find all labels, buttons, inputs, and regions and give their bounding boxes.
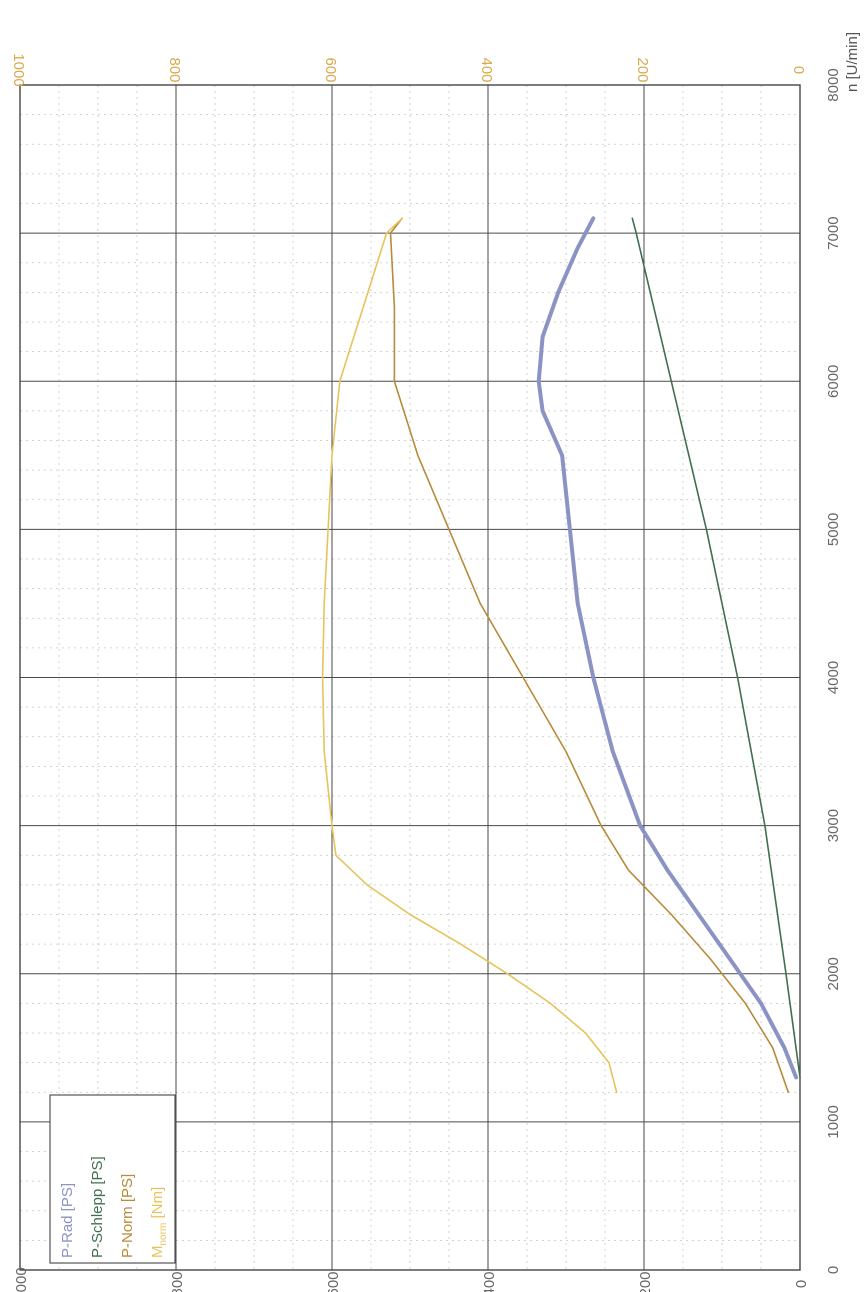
top-tick-label: 1000 xyxy=(10,53,27,86)
y-tick-label: 600 xyxy=(325,1271,342,1292)
top-tick-label: 400 xyxy=(478,57,495,82)
legend-entry-m-norm: Mnorm [Nm] xyxy=(149,1187,169,1258)
x-tick-label: 8000 xyxy=(825,68,842,101)
y-tick-label: 400 xyxy=(481,1271,498,1292)
top-tick-label: 0 xyxy=(790,66,807,74)
minor-grid xyxy=(20,85,800,1270)
series-line-p_schlepp xyxy=(631,217,801,1079)
x-tick-label: 5000 xyxy=(825,513,842,546)
top-tick-label: 800 xyxy=(166,57,183,82)
legend-m-suffix: [Nm] xyxy=(149,1187,166,1223)
y-tick-label: 0 xyxy=(793,1280,810,1288)
legend-box xyxy=(49,1094,176,1264)
legend-m-sub: norm xyxy=(158,1223,169,1246)
x-tick-labels: 0 1000 2000 3000 4000 5000 6000 7000 8000 xyxy=(825,68,842,1274)
y-tick-label: 200 xyxy=(637,1271,654,1292)
top-y-tick-labels: 0 200 400 600 800 1000 xyxy=(10,53,807,86)
series-line-p_rad xyxy=(536,216,799,1080)
legend-entry-p-norm: P-Norm [PS] xyxy=(119,1174,136,1258)
series-line-p_norm xyxy=(389,217,790,1094)
legend-entry-p-schlepp: P-Schlepp [PS] xyxy=(89,1156,106,1258)
series-layer xyxy=(321,216,801,1094)
legend-m-main: M xyxy=(149,1246,166,1259)
legend-entry-p-rad: P-Rad [PS] xyxy=(59,1183,76,1258)
plot-frame xyxy=(19,84,801,1271)
x-tick-label: 2000 xyxy=(825,957,842,990)
x-tick-label: 0 xyxy=(825,1266,842,1274)
x-tick-label: 3000 xyxy=(825,809,842,842)
series-line-m_norm xyxy=(321,217,618,1094)
top-tick-label: 200 xyxy=(634,57,651,82)
x-tick-label: 6000 xyxy=(825,365,842,398)
x-axis-label: n [U/min] xyxy=(844,32,861,92)
x-tick-label: 7000 xyxy=(825,216,842,249)
x-tick-label: 4000 xyxy=(825,661,842,694)
top-tick-label: 600 xyxy=(322,57,339,82)
y-tick-label: 1000 xyxy=(13,1267,30,1292)
left-y-tick-labels: 0 200 400 600 800 1000 xyxy=(13,1267,810,1292)
legend: P-Rad [PS] P-Schlepp [PS] P-Norm [PS] Mn… xyxy=(49,1094,176,1264)
y-tick-label: 800 xyxy=(169,1271,186,1292)
x-tick-label: 1000 xyxy=(825,1105,842,1138)
